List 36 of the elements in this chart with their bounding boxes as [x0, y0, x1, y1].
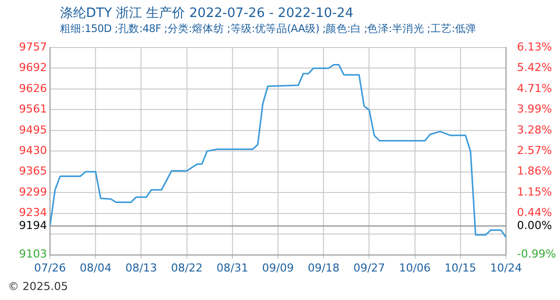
x-tick-label: 09/09 [262, 261, 294, 274]
ref-line-label: 9194 [19, 218, 47, 232]
x-tick-label: 10/15 [444, 261, 476, 274]
y-tick-label: 9561 [19, 102, 47, 116]
y-tick-label: 9299 [19, 186, 47, 199]
y2-tick-label: 5.42% [517, 61, 552, 74]
x-tick-label: 09/18 [308, 261, 340, 274]
y2-tick-label: 1.15% [517, 185, 552, 198]
y-tick-label: 9626 [19, 82, 47, 95]
y2-tick-label: 3.99% [517, 102, 552, 116]
y2-tick-label: 4.71% [517, 82, 552, 95]
y2-tick-label: 2.57% [517, 144, 552, 158]
y2-tick-label: 6.13% [517, 40, 552, 54]
x-tick-label: 08/22 [170, 261, 203, 274]
y2-tick-label: -0.99% [517, 248, 556, 261]
text: © 2025.05 [8, 280, 68, 293]
x-tick-label: 10/24 [490, 261, 522, 274]
y2-tick-label: 1.86% [517, 164, 552, 178]
y-tick-label: 9495 [19, 123, 47, 136]
x-tick-label: 07/26 [34, 261, 66, 274]
y-tick-label: 9757 [19, 40, 47, 54]
y2-tick-label: 0.00% [517, 218, 552, 232]
y-tick-label: 9692 [19, 61, 47, 74]
x-tick-label: 09/27 [353, 261, 386, 274]
x-tick-label: 08/04 [80, 261, 112, 274]
y2-tick-label: 0.44% [517, 206, 552, 220]
y-tick-label: 9234 [19, 206, 47, 220]
y-tick-label: 9103 [19, 248, 47, 261]
chart-subtitle: 粗细:150D ;孔数:48F ;分类:熔体纺 ;等级:优等品(AA级) ;颜色:白 ;色泽:半消光 ;工艺:低弹 [60, 22, 476, 36]
x-tick-label: 10/06 [398, 261, 431, 274]
x-tick-label: 08/13 [125, 261, 158, 274]
y-tick-label: 9430 [19, 144, 47, 158]
x-tick-label: 08/31 [216, 261, 248, 274]
chart-title: 涤纶DTY 浙江 生产价 2022-07-26 - 2022-10-24 [60, 5, 354, 22]
y-tick-label: 9365 [19, 164, 47, 178]
y2-tick-label: 3.28% [517, 123, 552, 136]
